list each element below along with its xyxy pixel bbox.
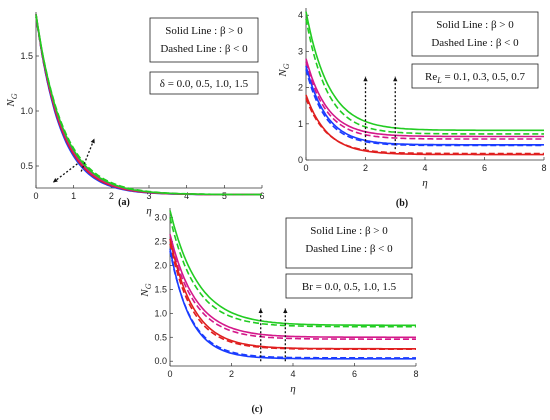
trend-arrow-head: [258, 308, 263, 314]
trend-arrow-head: [283, 308, 288, 314]
legend-entry: Solid Line : β > 0: [165, 25, 243, 37]
series-dashed-line: [169, 243, 416, 351]
x-tick-label: 6: [352, 369, 357, 379]
x-tick-label: 4: [290, 369, 295, 379]
y-tick-label: 2: [298, 83, 303, 93]
trend-arrow: [52, 163, 78, 184]
series-dashed-line: [305, 69, 544, 147]
x-tick-label: 8: [413, 369, 418, 379]
y-axis-label-subscript: G: [282, 63, 291, 69]
x-tick-label: 4: [184, 191, 189, 201]
series-dashed-line: [169, 217, 416, 328]
x-tick-label: 5: [222, 191, 227, 201]
panel-label: (b): [396, 198, 408, 209]
trend-arrow: [80, 138, 95, 172]
x-axis-label: η: [146, 205, 151, 217]
x-tick-label: 3: [146, 191, 151, 201]
x-axis-label: η: [290, 383, 295, 395]
x-tick-label: 2: [363, 163, 368, 173]
series-solid-line: [169, 234, 416, 339]
trend-arrow-head: [363, 76, 368, 82]
panel-label: (a): [118, 197, 130, 208]
y-axis-label-subscript: G: [10, 93, 19, 99]
y-axis-label: NG: [5, 93, 19, 107]
y-tick-label: 3.0: [154, 213, 167, 223]
series-dashed-line: [35, 16, 262, 196]
trend-arrow-head: [52, 178, 58, 183]
y-tick-label: 0.0: [154, 356, 167, 366]
parameter-box: [149, 71, 259, 95]
series-dashed-line: [169, 250, 416, 359]
series-dashed-line: [169, 238, 416, 341]
parameter-box: [411, 63, 539, 89]
parameter-label: ReL = 0.1, 0.3, 0.5, 0.7: [425, 71, 525, 85]
x-tick-label: 0: [303, 163, 308, 173]
y-axis-label: NG: [277, 63, 291, 77]
panel-label: (c): [251, 404, 262, 415]
x-tick-label: 4: [422, 163, 427, 173]
parameter-box: [285, 273, 413, 299]
legend-entry: Dashed Line : β < 0: [160, 43, 248, 55]
y-tick-label: 1.0: [154, 308, 167, 318]
x-tick-label: 0: [167, 369, 172, 379]
parameter-label: Br = 0.0, 0.5, 1.0, 1.5: [302, 281, 397, 293]
x-tick-label: 2: [229, 369, 234, 379]
series-solid-line: [305, 11, 544, 132]
series-solid-line: [169, 210, 416, 327]
x-tick-label: 8: [541, 163, 546, 173]
series-dashed-line: [305, 98, 544, 155]
y-tick-label: 2.5: [154, 237, 167, 247]
y-tick-label: 0.5: [20, 161, 33, 171]
y-tick-label: 1: [298, 119, 303, 129]
legend-entry: Dashed Line : β < 0: [431, 37, 519, 49]
y-tick-label: 1.5: [20, 51, 33, 61]
legend-box: [411, 11, 539, 57]
series-dashed-line: [305, 62, 544, 140]
x-axis-label: η: [422, 177, 427, 189]
y-axis-label-subscript: G: [144, 283, 153, 289]
y-tick-label: 4: [298, 10, 303, 20]
legend-entry: Solid Line : β > 0: [310, 225, 388, 237]
y-tick-label: 2.0: [154, 260, 167, 270]
trend-arrow-head: [90, 138, 95, 144]
parameter-name: Re: [425, 71, 437, 83]
y-tick-label: 1.0: [20, 106, 33, 116]
x-tick-label: 1: [71, 191, 76, 201]
legend-box: [149, 17, 259, 63]
legend-entry: Dashed Line : β < 0: [305, 243, 393, 255]
x-tick-label: 6: [259, 191, 264, 201]
y-tick-label: 1.5: [154, 284, 167, 294]
trend-arrow-head: [393, 76, 398, 82]
x-tick-label: 2: [109, 191, 114, 201]
y-tick-label: 0: [298, 155, 303, 165]
series-solid-line: [169, 248, 416, 360]
y-axis-label: NG: [139, 283, 153, 297]
parameter-subscript: L: [436, 76, 442, 85]
chart-panel-2: 0 2 4 6 8 0 1 2 3 4 η NG Solid Line : β > 0 Dashed Li…: [277, 8, 547, 209]
series-solid-line: [305, 58, 544, 138]
parameter-values: = 0.1, 0.3, 0.5, 0.7: [442, 71, 526, 83]
y-tick-label: 3: [298, 46, 303, 56]
parameter-label: δ = 0.0, 0.5, 1.0, 1.5: [160, 78, 249, 90]
x-tick-label: 6: [482, 163, 487, 173]
legend-entry: Solid Line : β > 0: [436, 19, 514, 31]
legend-box: [285, 217, 413, 269]
y-tick-label: 0.5: [154, 332, 167, 342]
x-tick-label: 0: [33, 191, 38, 201]
series-dashed-line: [305, 18, 544, 135]
chart-panel-1: 0 1 2 3 4 5 6 0.5 1.0 1.5 η NG Solid Line : β > 0 Das…: [5, 12, 265, 217]
